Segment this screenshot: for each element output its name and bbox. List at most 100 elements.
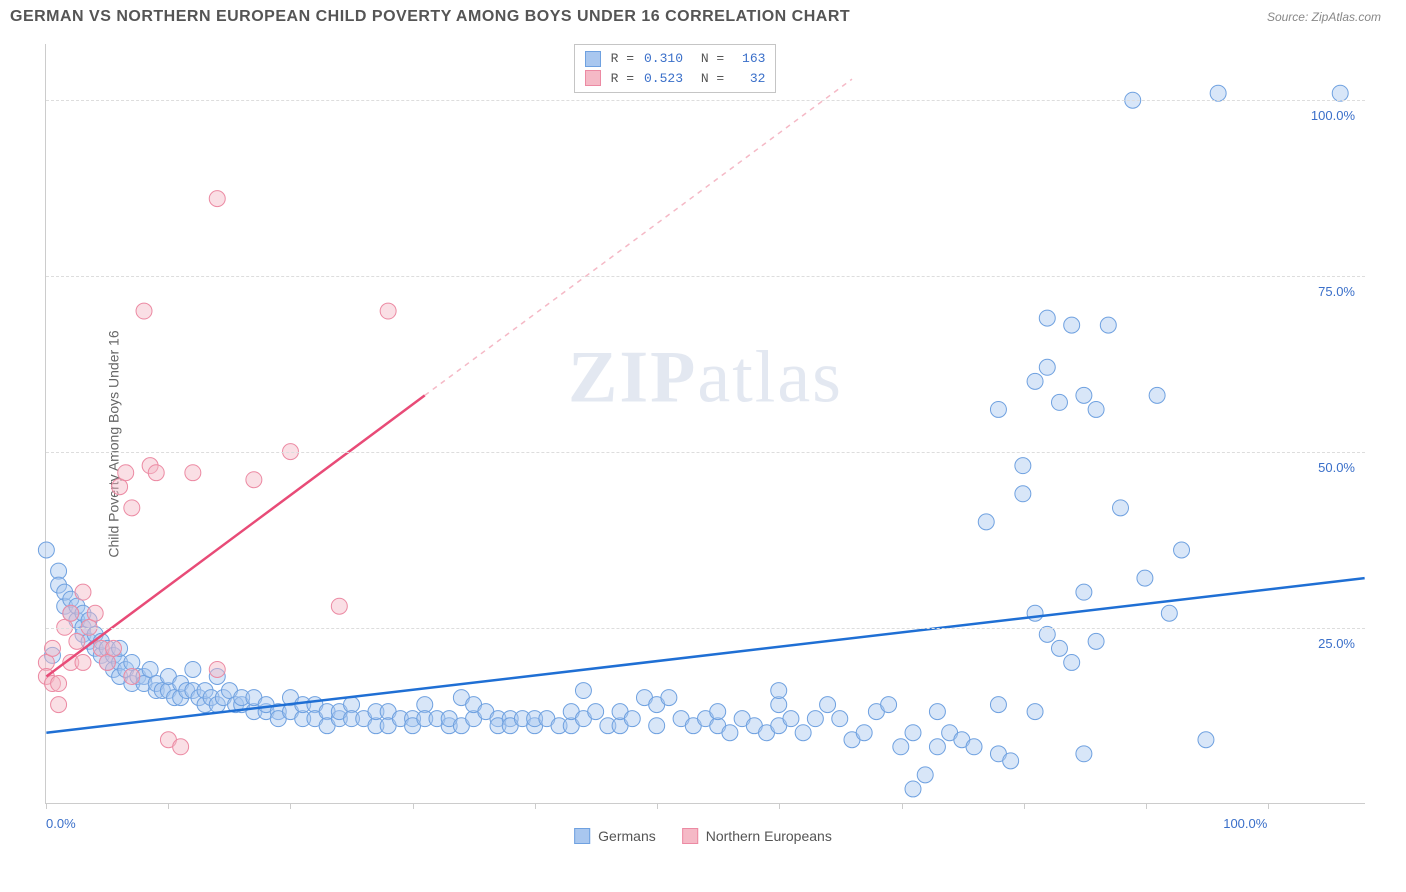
data-point: [881, 697, 897, 713]
legend-swatch: [585, 51, 601, 67]
data-point: [978, 514, 994, 530]
data-point: [75, 584, 91, 600]
series-legend: Germans Northern Europeans: [574, 828, 832, 844]
data-point: [380, 303, 396, 319]
data-point: [1027, 605, 1043, 621]
stats-row: R =0.310 N = 163: [585, 49, 766, 69]
data-point: [1161, 605, 1177, 621]
stats-row: R =0.523 N = 32: [585, 69, 766, 89]
data-point: [1015, 458, 1031, 474]
data-point: [209, 191, 225, 207]
data-point: [87, 605, 103, 621]
data-point: [173, 739, 189, 755]
data-point: [124, 500, 140, 516]
regression-line: [46, 395, 424, 676]
data-point: [1113, 500, 1129, 516]
data-point: [1064, 317, 1080, 333]
data-point: [1198, 732, 1214, 748]
data-point: [209, 661, 225, 677]
data-point: [1088, 633, 1104, 649]
data-point: [185, 465, 201, 481]
data-point: [917, 767, 933, 783]
data-point: [893, 739, 909, 755]
legend-swatch: [574, 828, 590, 844]
data-point: [75, 654, 91, 670]
data-point: [136, 303, 152, 319]
data-point: [1076, 387, 1092, 403]
data-point: [990, 697, 1006, 713]
data-point: [783, 711, 799, 727]
data-point: [1174, 542, 1190, 558]
data-point: [1064, 654, 1080, 670]
y-tick-label: 50.0%: [1318, 460, 1355, 475]
data-point: [44, 640, 60, 656]
data-point: [1027, 704, 1043, 720]
data-point: [1088, 401, 1104, 417]
data-point: [575, 683, 591, 699]
data-point: [1210, 85, 1226, 101]
data-point: [966, 739, 982, 755]
data-point: [148, 465, 164, 481]
data-point: [710, 704, 726, 720]
data-point: [118, 465, 134, 481]
data-point: [1076, 746, 1092, 762]
data-point: [1051, 394, 1067, 410]
title-bar: GERMAN VS NORTHERN EUROPEAN CHILD POVERT…: [0, 0, 1406, 34]
legend-swatch: [682, 828, 698, 844]
data-point: [661, 690, 677, 706]
data-point: [1149, 387, 1165, 403]
x-tick-label: 100.0%: [1223, 816, 1267, 831]
data-point: [331, 598, 347, 614]
data-point: [929, 739, 945, 755]
chart-area: Child Poverty Among Boys Under 16 ZIPatl…: [0, 34, 1406, 854]
data-point: [1003, 753, 1019, 769]
legend-item: Germans: [574, 828, 656, 844]
data-point: [820, 697, 836, 713]
data-point: [771, 683, 787, 699]
data-point: [1027, 373, 1043, 389]
data-point: [38, 542, 54, 558]
legend-label: Northern Europeans: [706, 828, 832, 844]
data-point: [929, 704, 945, 720]
data-point: [624, 711, 640, 727]
data-point: [1137, 570, 1153, 586]
plot-area: ZIPatlas R =0.310 N = 163R =0.523 N = 32…: [45, 44, 1365, 804]
y-tick-label: 25.0%: [1318, 636, 1355, 651]
data-point: [69, 633, 85, 649]
regression-line: [46, 578, 1364, 733]
data-point: [63, 605, 79, 621]
data-point: [51, 697, 67, 713]
data-point: [649, 718, 665, 734]
data-point: [246, 472, 262, 488]
data-point: [1051, 640, 1067, 656]
data-point: [1076, 584, 1092, 600]
data-point: [588, 704, 604, 720]
legend-label: Germans: [598, 828, 656, 844]
data-point: [795, 725, 811, 741]
data-point: [832, 711, 848, 727]
data-point: [905, 781, 921, 797]
data-point: [1332, 85, 1348, 101]
regression-line-ext: [425, 79, 852, 395]
data-point: [722, 725, 738, 741]
data-point: [990, 401, 1006, 417]
legend-item: Northern Europeans: [682, 828, 832, 844]
data-point: [1039, 310, 1055, 326]
data-point: [106, 640, 122, 656]
data-point: [1039, 359, 1055, 375]
correlation-stats-legend: R =0.310 N = 163R =0.523 N = 32: [574, 44, 777, 93]
plot-svg: [46, 44, 1365, 803]
data-point: [51, 676, 67, 692]
x-tick-label: 0.0%: [46, 816, 76, 831]
source-attribution: Source: ZipAtlas.com: [1267, 10, 1381, 24]
y-tick-label: 75.0%: [1318, 284, 1355, 299]
data-point: [124, 669, 140, 685]
y-tick-label: 100.0%: [1311, 108, 1355, 123]
chart-title: GERMAN VS NORTHERN EUROPEAN CHILD POVERT…: [10, 8, 850, 26]
legend-swatch: [585, 70, 601, 86]
data-point: [905, 725, 921, 741]
data-point: [1100, 317, 1116, 333]
data-point: [1015, 486, 1031, 502]
data-point: [807, 711, 823, 727]
data-point: [185, 661, 201, 677]
